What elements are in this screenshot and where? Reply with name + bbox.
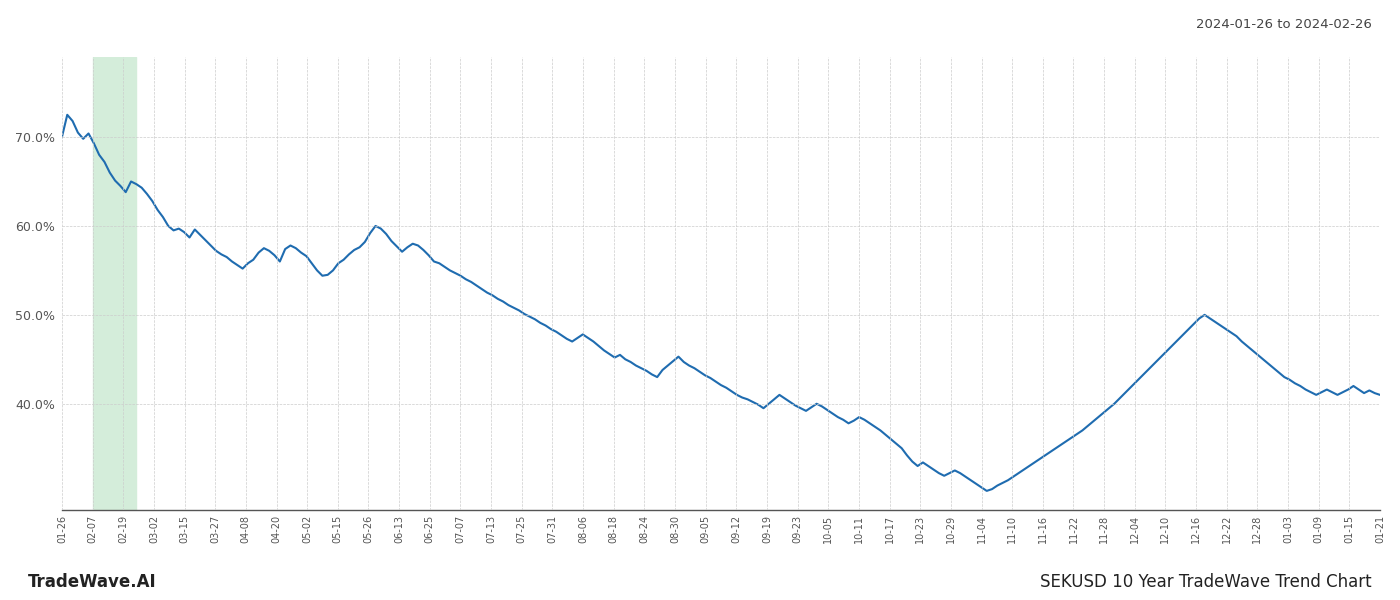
Text: SEKUSD 10 Year TradeWave Trend Chart: SEKUSD 10 Year TradeWave Trend Chart	[1040, 573, 1372, 591]
Bar	[92, 57, 136, 511]
Text: 2024-01-26 to 2024-02-26: 2024-01-26 to 2024-02-26	[1196, 18, 1372, 31]
Text: TradeWave.AI: TradeWave.AI	[28, 573, 157, 591]
